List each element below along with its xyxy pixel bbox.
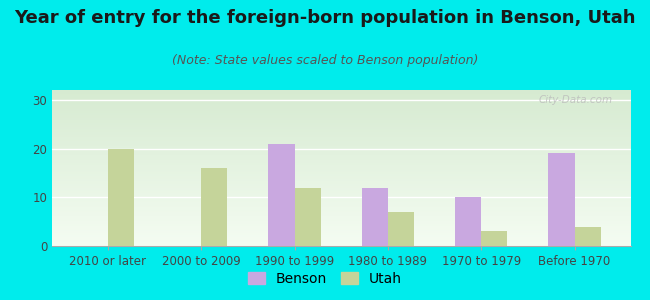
Bar	[388, 212, 414, 246]
Bar	[549, 153, 575, 246]
Text: (Note: State values scaled to Benson population): (Note: State values scaled to Benson pop…	[172, 54, 478, 67]
Legend: Benson, Utah: Benson, Utah	[244, 268, 406, 290]
Bar	[294, 188, 320, 246]
Bar	[202, 168, 228, 246]
Text: Year of entry for the foreign-born population in Benson, Utah: Year of entry for the foreign-born popul…	[14, 9, 636, 27]
Bar	[362, 188, 388, 246]
Bar	[575, 226, 601, 246]
Bar	[268, 144, 294, 246]
Bar	[455, 197, 481, 246]
Text: City-Data.com: City-Data.com	[539, 95, 613, 105]
Bar	[108, 148, 134, 246]
Bar	[481, 231, 508, 246]
